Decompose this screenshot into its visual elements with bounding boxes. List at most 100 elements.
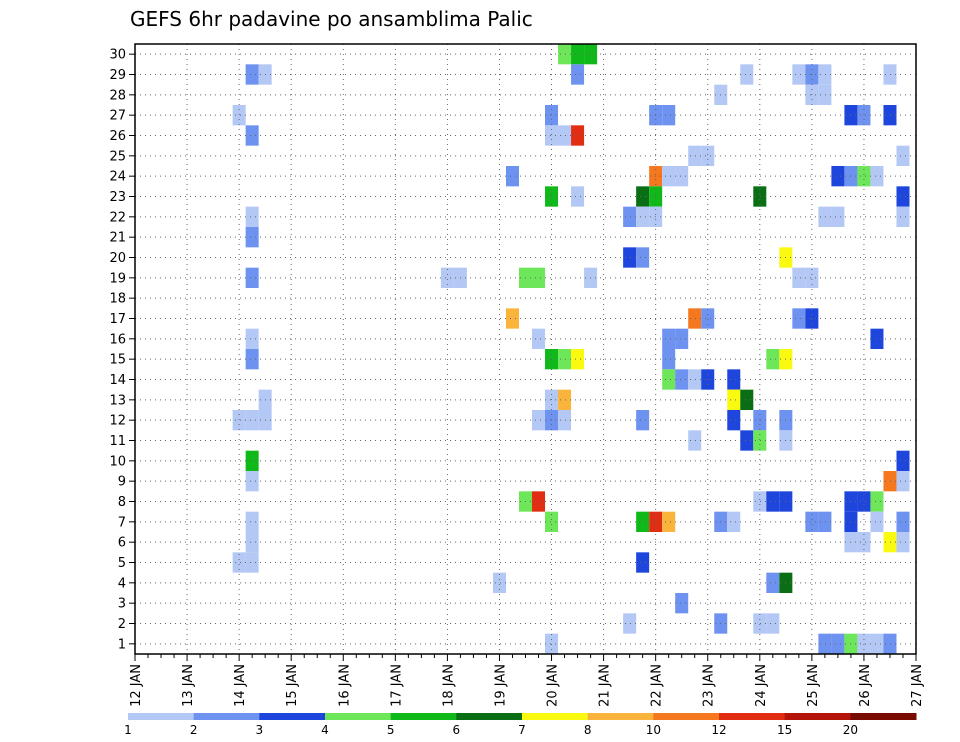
- x-tick-label: 24 JAN: [754, 664, 769, 707]
- x-tick-label: 23 JAN: [702, 664, 717, 707]
- y-tick-label: 27: [109, 109, 126, 124]
- colorbar-segment: [653, 713, 720, 720]
- y-tick-label: 25: [109, 149, 126, 164]
- heatmap-cell: [753, 186, 767, 207]
- x-tick-label: 25 JAN: [806, 664, 821, 707]
- heatmap-cells: [232, 44, 910, 654]
- heatmap-cell: [545, 125, 559, 146]
- heatmap-cell: [232, 410, 246, 431]
- heatmap-cell: [675, 369, 689, 390]
- heatmap-cell: [740, 430, 754, 451]
- heatmap-cell: [883, 471, 897, 492]
- heatmap-cell: [532, 491, 546, 512]
- y-tick-label: 14: [109, 373, 126, 388]
- heatmap-cell: [662, 166, 676, 187]
- colorbar-segment: [390, 713, 457, 720]
- heatmap-cell: [896, 471, 910, 492]
- heatmap-cell: [232, 105, 246, 126]
- heatmap-cell: [805, 267, 819, 288]
- x-tick-label: 14 JAN: [233, 664, 248, 707]
- heatmap-cell: [883, 532, 897, 553]
- colorbar: 1 2 3 4 5 6 7 8 10 12 15 20: [124, 713, 917, 737]
- heatmap-cell: [636, 206, 650, 227]
- y-tick-label: 1: [118, 637, 126, 652]
- heatmap-cell: [727, 511, 741, 532]
- colorbar-label: 3: [256, 723, 264, 737]
- colorbar-segment: [522, 713, 589, 720]
- heatmap-cell: [753, 491, 767, 512]
- colorbar-label: 7: [518, 723, 526, 737]
- y-tick-label: 16: [109, 332, 126, 347]
- y-tick-label: 5: [118, 556, 126, 571]
- heatmap-cell: [831, 206, 845, 227]
- heatmap-cell: [896, 145, 910, 166]
- heatmap-cell: [896, 206, 910, 227]
- heatmap-cell: [505, 166, 519, 187]
- y-tick-label: 29: [109, 68, 126, 83]
- heatmap-cell: [245, 552, 259, 573]
- y-tick-label: 9: [118, 475, 126, 490]
- x-tick-label: 20 JAN: [546, 664, 561, 707]
- y-tick-label: 19: [109, 271, 126, 286]
- heatmap-cell: [245, 267, 259, 288]
- heatmap-cell: [727, 389, 741, 410]
- y-tick-label: 4: [118, 576, 126, 591]
- heatmap-cell: [532, 410, 546, 431]
- y-tick-label: 18: [109, 292, 126, 307]
- heatmap-cell: [571, 125, 585, 146]
- heatmap-cell: [245, 206, 259, 227]
- y-tick-label: 28: [109, 88, 126, 103]
- colorbar-segment: [193, 713, 260, 720]
- grid-lines: [135, 44, 916, 654]
- heatmap-cell: [558, 389, 572, 410]
- colorbar-segment: [325, 713, 392, 720]
- heatmap-cell: [818, 633, 832, 654]
- heatmap-cell: [232, 552, 246, 573]
- heatmap-cell: [558, 410, 572, 431]
- heatmap-cell: [245, 349, 259, 370]
- heatmap-cell: [688, 145, 702, 166]
- heatmap-cell: [675, 166, 689, 187]
- chart-title: GEFS 6hr padavine po ansamblima Palic: [130, 7, 533, 31]
- heatmap-cell: [740, 389, 754, 410]
- heatmap-cell: [818, 206, 832, 227]
- heatmap-cell: [662, 369, 676, 390]
- heatmap-cell: [675, 328, 689, 349]
- heatmap-cell: [545, 511, 559, 532]
- heatmap-cell: [245, 471, 259, 492]
- heatmap-cell: [245, 410, 259, 431]
- heatmap-cell: [558, 349, 572, 370]
- heatmap-cell: [896, 186, 910, 207]
- heatmap-cell: [766, 613, 780, 634]
- heatmap-cell: [883, 105, 897, 126]
- y-tick-label: 20: [109, 251, 126, 266]
- heatmap-cell: [870, 328, 884, 349]
- heatmap-cell: [245, 450, 259, 471]
- heatmap-cell: [896, 511, 910, 532]
- colorbar-label: 6: [453, 723, 461, 737]
- heatmap-cell: [571, 186, 585, 207]
- heatmap-cell: [545, 410, 559, 431]
- heatmap-cell: [245, 227, 259, 248]
- heatmap-cell: [896, 532, 910, 553]
- y-tick-label: 6: [118, 536, 126, 551]
- y-tick-label: 2: [118, 617, 126, 632]
- heatmap-cell: [818, 64, 832, 85]
- y-tick-label: 21: [109, 231, 126, 246]
- y-tick-label: 22: [109, 210, 126, 225]
- y-tick-label: 30: [109, 48, 126, 63]
- heatmap-cell: [805, 511, 819, 532]
- y-tick-label: 23: [109, 190, 126, 205]
- heatmap-cell: [883, 633, 897, 654]
- heatmap-cell: [818, 84, 832, 105]
- colorbar-segment: [128, 713, 195, 720]
- heatmap-cell: [492, 572, 506, 593]
- heatmap-cell: [883, 64, 897, 85]
- heatmap-cell: [701, 308, 715, 329]
- heatmap-cell: [831, 633, 845, 654]
- heatmap-cell: [245, 328, 259, 349]
- colorbar-segment: [784, 713, 851, 720]
- heatmap-cell: [688, 308, 702, 329]
- heatmap-cell: [245, 125, 259, 146]
- colorbar-segment: [850, 713, 917, 720]
